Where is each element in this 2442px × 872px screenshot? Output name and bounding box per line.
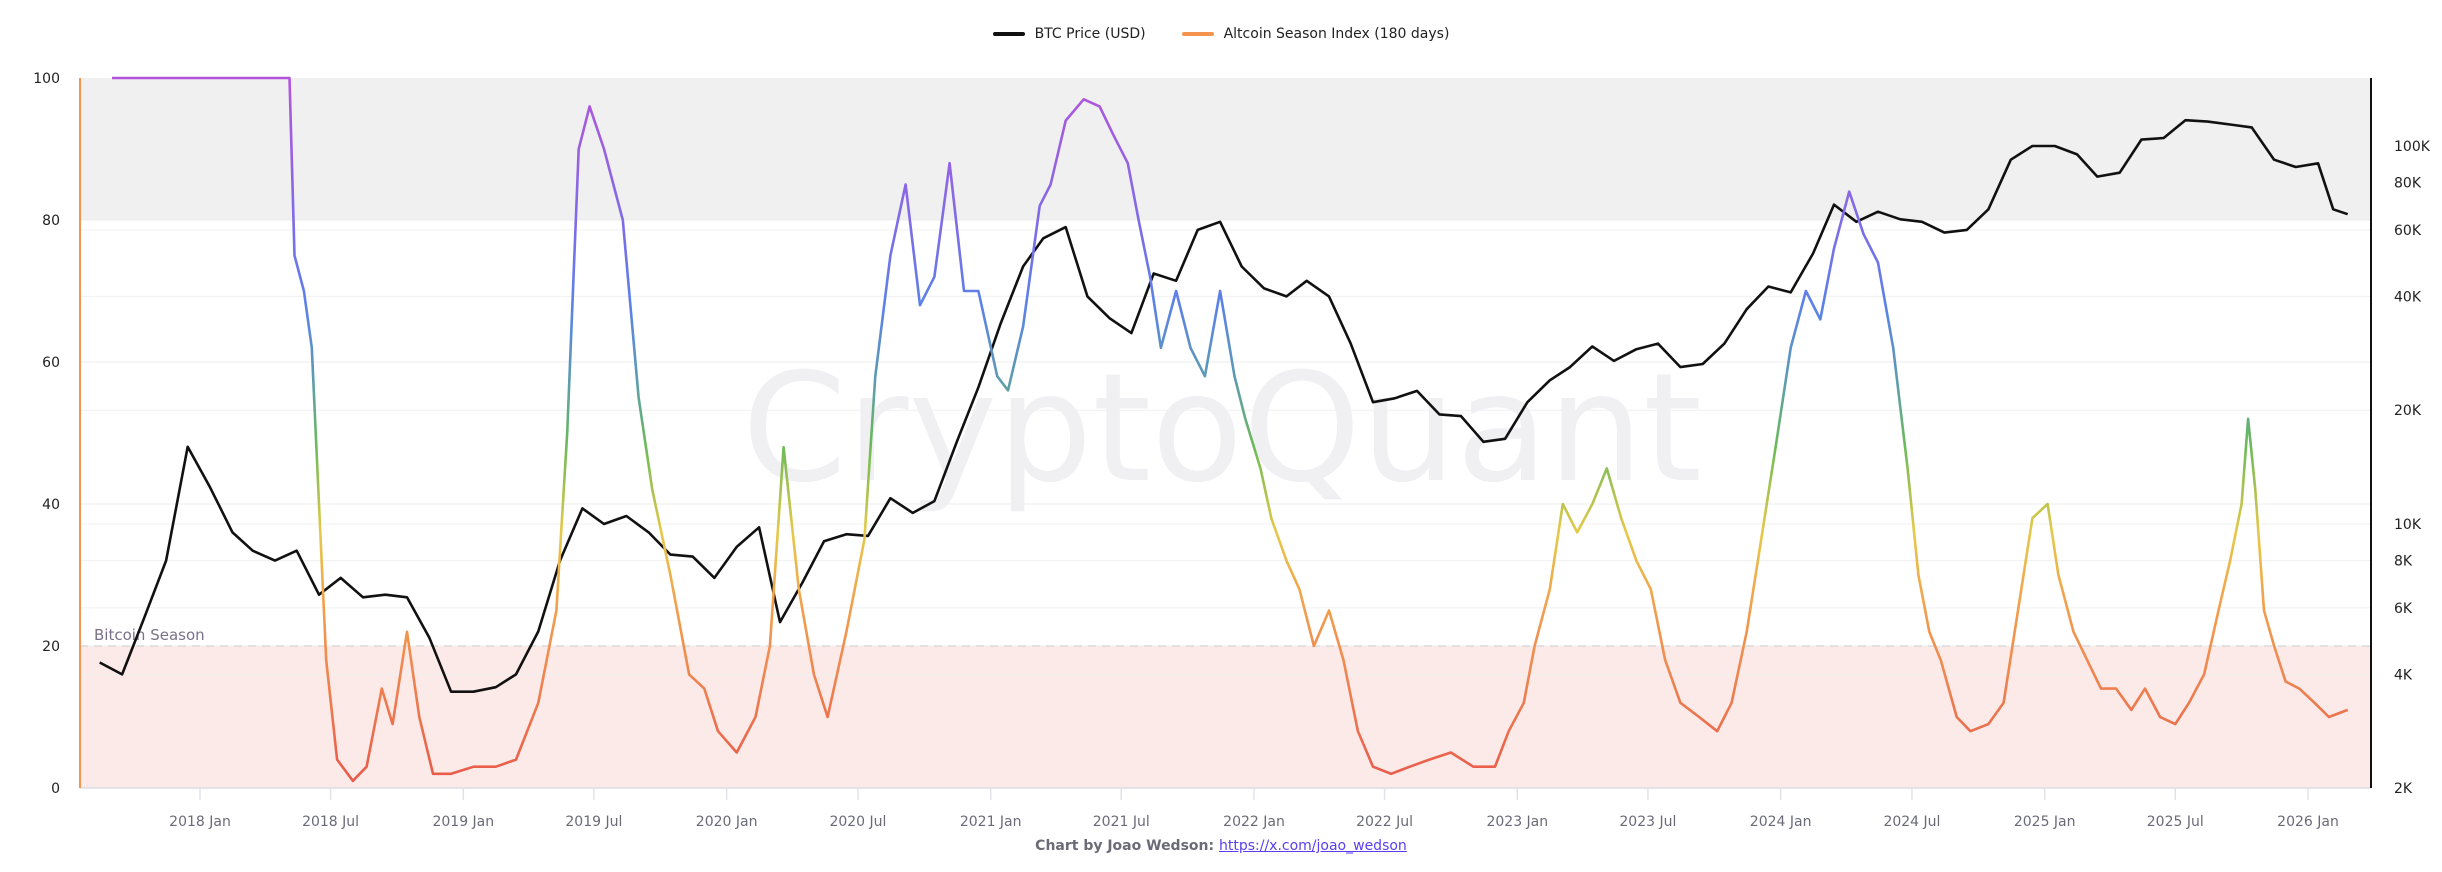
x-axis-tick-label: 2025 Jul [2147,814,2204,830]
right-axis-tick-label: 6K [2394,601,2413,617]
legend-swatch-index [1181,32,1214,36]
altcoin-season-index-line [112,76,2349,783]
legend-label-btc: BTC Price (USD) [1034,26,1146,42]
legend-item-index[interactable]: Altcoin Season Index (180 days) [1181,26,1450,42]
x-axis-tick-label: 2024 Jan [1750,814,1812,830]
x-axis-tick-label: 2019 Jan [432,814,494,830]
legend-item-btc[interactable]: BTC Price (USD) [992,26,1146,42]
footer-prefix: Chart by Joao Wedson: [1035,838,1215,854]
left-axis-tick-label: 80 [42,213,60,229]
right-axis-tick-label: 10K [2394,517,2422,533]
watermark: CryptoQuant [742,342,1702,516]
left-axis-tick-label: 20 [42,639,60,655]
legend-label-index: Altcoin Season Index (180 days) [1223,26,1450,42]
band-1 [80,646,2371,788]
x-axis-tick-label: 2018 Jan [169,814,231,830]
bitcoin-season-label: Bitcoin Season [94,626,205,644]
right-axis-tick-label: 40K [2394,289,2422,305]
x-axis-tick-label: 2023 Jan [1486,814,1548,830]
right-axis-tick-label: 60K [2394,223,2422,239]
right-axis-tick-label: 8K [2394,554,2413,570]
x-axis-tick-label: 2020 Jul [829,814,886,830]
legend: BTC Price (USD) Altcoin Season Index (18… [0,26,2442,42]
x-axis-tick-label: 2021 Jul [1093,814,1150,830]
band-0 [80,78,2371,220]
right-axis-tick-label: 80K [2394,176,2422,192]
x-axis-tick-label: 2022 Jan [1223,814,1285,830]
left-axis-tick-label: 0 [51,781,60,797]
right-axis-tick-label: 100K [2394,139,2431,155]
right-axis-tick-label: 4K [2394,667,2413,683]
left-axis-tick-label: 40 [42,497,60,513]
left-axis-tick-label: 60 [42,355,60,371]
x-axis-tick-label: 2023 Jul [1619,814,1676,830]
left-axis-tick-label: 100 [33,71,60,87]
right-axis-tick-label: 20K [2394,403,2422,419]
x-axis-tick-label: 2024 Jul [1883,814,1940,830]
btc-price-line [99,118,2349,693]
footer-credit: Chart by Joao Wedson: https://x.com/joao… [0,838,2442,854]
legend-swatch-btc [992,32,1025,36]
x-axis-tick-label: 2021 Jan [960,814,1022,830]
x-axis-tick-label: 2019 Jul [565,814,622,830]
right-axis-tick-label: 2K [2394,781,2413,797]
x-axis-tick-label: 2018 Jul [302,814,359,830]
x-axis-tick-label: 2026 Jan [2277,814,2339,830]
x-axis-tick-label: 2022 Jul [1356,814,1413,830]
footer-link[interactable]: https://x.com/joao_wedson [1218,838,1407,854]
x-axis-tick-label: 2025 Jan [2014,814,2076,830]
x-axis-tick-label: 2020 Jan [696,814,758,830]
